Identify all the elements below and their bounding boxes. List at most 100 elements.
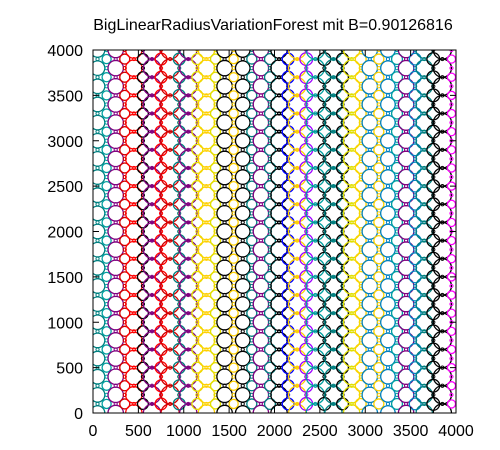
- marker-circle: [246, 107, 258, 120]
- marker-circle: [125, 77, 143, 96]
- marker-dot: [332, 39, 335, 42]
- marker-dot: [413, 265, 418, 270]
- marker-circle: [263, 288, 277, 302]
- marker-dot: [449, 66, 454, 71]
- marker-dot: [276, 220, 282, 225]
- marker-circle: [415, 222, 434, 241]
- marker-dot: [195, 229, 200, 234]
- marker-dot: [413, 338, 418, 343]
- marker-circle: [142, 222, 162, 241]
- marker-circle: [287, 312, 307, 332]
- marker-circle: [317, 197, 332, 212]
- marker-dot: [413, 120, 418, 125]
- marker-circle: [324, 222, 343, 241]
- marker-circle: [354, 234, 367, 247]
- marker-dot: [422, 329, 427, 334]
- marker-circle: [317, 142, 332, 157]
- marker-dot: [276, 365, 282, 370]
- marker-circle: [324, 312, 343, 332]
- marker-circle: [191, 107, 204, 120]
- marker-circle: [179, 403, 198, 413]
- marker-circle: [191, 143, 204, 156]
- marker-dot: [267, 320, 273, 325]
- marker-circle: [317, 70, 332, 85]
- marker-circle: [101, 398, 112, 410]
- marker-circle: [125, 168, 143, 186]
- marker-circle: [216, 332, 233, 349]
- marker-circle: [246, 198, 258, 210]
- marker-circle: [216, 241, 233, 259]
- marker-dot: [240, 401, 245, 407]
- marker-circle: [142, 367, 162, 386]
- marker-dot: [231, 247, 236, 252]
- marker-circle: [317, 233, 332, 248]
- marker-dot: [131, 93, 136, 98]
- marker-circle: [136, 361, 150, 374]
- marker-circle: [247, 36, 257, 46]
- marker-circle: [263, 143, 277, 156]
- marker-dot: [349, 165, 354, 171]
- marker-circle: [408, 88, 422, 102]
- marker-circle: [125, 204, 143, 223]
- marker-circle: [137, 35, 148, 46]
- marker-dot: [413, 66, 418, 71]
- marker-dot: [350, 39, 353, 42]
- marker-dot: [169, 39, 172, 42]
- marker-dot: [340, 138, 345, 143]
- marker-circle: [397, 332, 415, 349]
- marker-circle: [415, 59, 434, 77]
- marker-circle: [119, 361, 131, 374]
- marker-circle: [287, 258, 307, 278]
- marker-circle: [246, 71, 258, 83]
- marker-circle: [136, 198, 150, 211]
- marker-dot: [95, 147, 100, 152]
- marker-dot: [267, 102, 273, 107]
- marker-circle: [93, 259, 106, 276]
- marker-circle: [390, 234, 404, 247]
- marker-circle: [415, 150, 434, 168]
- marker-circle: [197, 331, 216, 350]
- marker-circle: [179, 222, 198, 241]
- marker-dot: [422, 147, 427, 152]
- marker-circle: [336, 306, 350, 320]
- marker-dot: [240, 165, 245, 171]
- marker-circle: [281, 288, 295, 302]
- marker-dot: [276, 93, 282, 98]
- marker-circle: [287, 58, 307, 78]
- marker-circle: [216, 368, 233, 386]
- marker-circle: [305, 76, 326, 97]
- marker-dot: [449, 174, 454, 180]
- marker-dot: [231, 193, 236, 198]
- marker-circle: [263, 107, 277, 120]
- marker-circle: [125, 131, 143, 150]
- marker-circle: [270, 59, 288, 77]
- marker-circle: [408, 161, 422, 175]
- marker-dot: [195, 102, 200, 107]
- marker-dot: [422, 184, 427, 189]
- marker-dot: [131, 111, 136, 116]
- marker-dot: [276, 75, 282, 80]
- marker-circle: [390, 252, 404, 265]
- marker-circle: [93, 350, 106, 367]
- marker-circle: [426, 52, 441, 67]
- marker-circle: [119, 162, 131, 174]
- marker-circle: [191, 180, 204, 193]
- marker-dot: [385, 256, 391, 261]
- marker-dot: [340, 338, 345, 343]
- marker-circle: [408, 52, 422, 66]
- marker-circle: [397, 186, 415, 204]
- marker-circle: [318, 35, 331, 48]
- marker-circle: [197, 204, 216, 223]
- marker-circle: [342, 113, 361, 132]
- marker-circle: [342, 349, 361, 368]
- marker-circle: [426, 124, 441, 139]
- marker-circle: [373, 307, 385, 319]
- marker-dot: [449, 392, 454, 397]
- marker-circle: [93, 60, 106, 77]
- marker-dot: [195, 247, 200, 252]
- marker-circle: [101, 72, 112, 83]
- marker-circle: [374, 36, 384, 46]
- marker-circle: [397, 114, 415, 131]
- marker-dot: [195, 320, 200, 325]
- marker-dot: [240, 184, 245, 189]
